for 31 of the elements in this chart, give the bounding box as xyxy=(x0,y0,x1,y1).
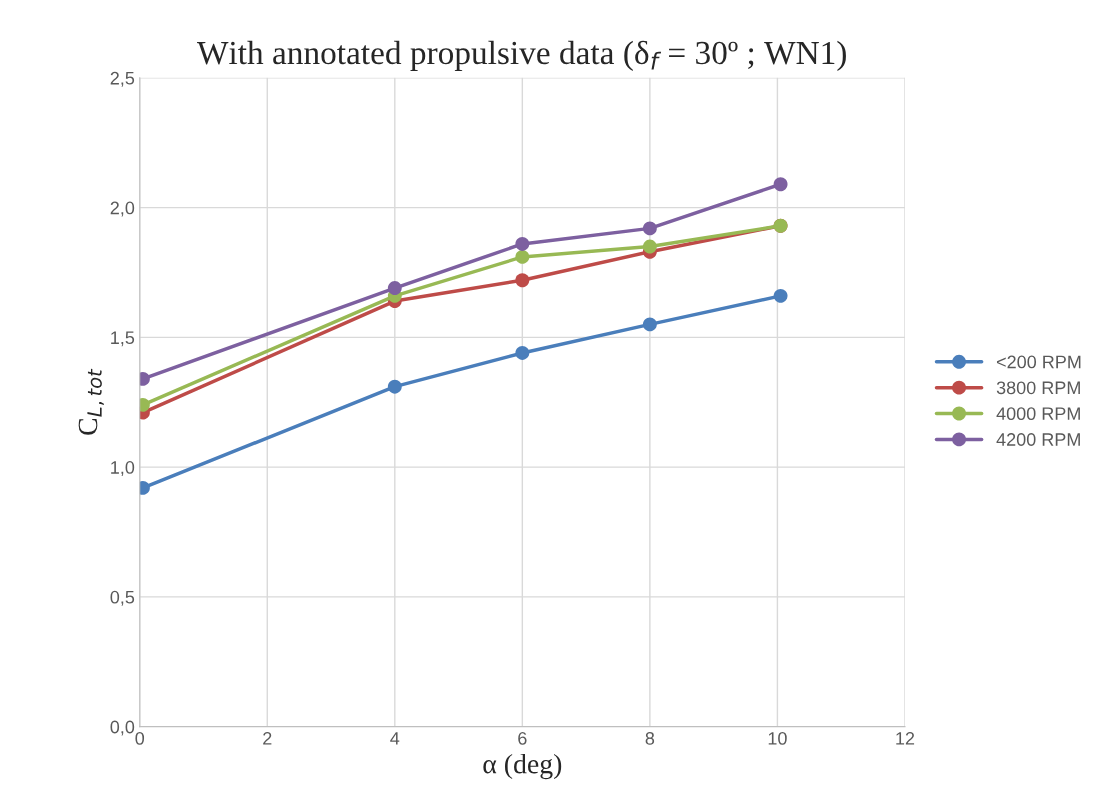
x-tick-label: 12 xyxy=(896,731,915,745)
x-tick-label: 0 xyxy=(135,731,145,745)
x-tick-label: 4 xyxy=(390,732,400,745)
y-axis-title: C$_{L,tot}$ xyxy=(78,368,104,435)
point xyxy=(773,177,788,192)
point xyxy=(387,281,402,296)
point xyxy=(773,288,788,303)
y-tick-label: 1,0 xyxy=(111,461,135,476)
point xyxy=(387,379,402,394)
y-tick-label: 0,5 xyxy=(110,590,135,606)
point xyxy=(515,346,530,360)
y-tick-label: 2,0 xyxy=(110,201,135,217)
y-tick-label: 1,5 xyxy=(111,331,135,347)
x-tick-label: 6 xyxy=(518,731,527,745)
x-tick-label: 10 xyxy=(768,731,787,745)
x-tick-label: 2 xyxy=(263,731,272,745)
point xyxy=(642,317,657,332)
point xyxy=(515,273,530,288)
legend-label: 3800 RPM xyxy=(996,381,1080,395)
x-axis-title: α (deg) xyxy=(483,753,562,780)
legend-label: 4200 RPM xyxy=(996,433,1080,446)
point xyxy=(515,237,530,251)
chart-title: With annotated propulsive data (δ$_{f}$ = 30º ; WN1) xyxy=(197,40,846,72)
y-tick-label: 0,0 xyxy=(110,720,135,736)
point xyxy=(642,221,657,236)
point xyxy=(642,239,657,254)
point xyxy=(515,249,530,264)
y-tick-label: 2,5 xyxy=(110,71,135,87)
x-tick-label: 8 xyxy=(645,731,655,745)
legend-label: <200 RPM xyxy=(996,355,1081,369)
legend-label: 4000 RPM xyxy=(996,407,1080,421)
